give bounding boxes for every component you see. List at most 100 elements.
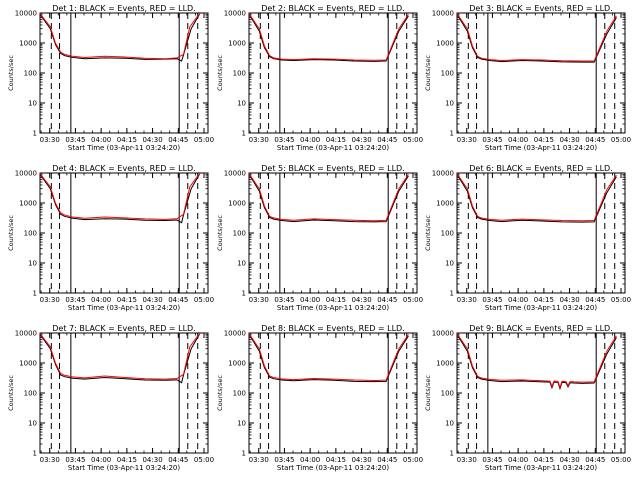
x-tick-label: 03:30	[457, 136, 477, 144]
events-series-line	[39, 174, 200, 224]
y-axis-label: Counts/sec	[424, 55, 432, 91]
y-tick-label: 100	[441, 390, 454, 398]
x-tick-label: 05:00	[194, 456, 214, 464]
y-tick-label: 10000	[15, 170, 37, 178]
x-tick-label: 04:30	[351, 136, 371, 144]
x-tick-label: 04:15	[326, 136, 346, 144]
x-tick-label: 04:00	[508, 136, 528, 144]
events-series-line	[248, 174, 409, 223]
x-tick-label: 04:00	[508, 296, 528, 304]
events-series-line	[456, 14, 617, 63]
x-tick-label: 04:00	[508, 456, 528, 464]
panel-title: Det 1: BLACK = Events, RED = LLD.	[52, 4, 196, 13]
lld-series-line	[39, 333, 200, 380]
x-tick-label: 05:00	[403, 296, 423, 304]
panel-det-7: 1 10 100 1000 10000 03:30 03:45 04:00 04:15 04:30…	[7, 324, 214, 472]
y-tick-label: 10	[445, 100, 454, 108]
y-tick-label: 1000	[436, 360, 454, 368]
y-tick-label: 100	[24, 230, 37, 238]
events-series-line	[39, 14, 200, 62]
plot-frame	[456, 172, 626, 294]
x-tick-label: 04:00	[300, 136, 320, 144]
x-tick-label: 03:45	[274, 456, 294, 464]
x-tick-label: 03:30	[457, 296, 477, 304]
y-tick-label: 10	[237, 100, 246, 108]
x-tick-label: 04:00	[300, 456, 320, 464]
y-axis-label: Counts/sec	[216, 55, 224, 91]
y-tick-label: 1	[242, 130, 246, 138]
x-tick-label: 04:30	[559, 136, 579, 144]
events-series-line	[39, 334, 200, 384]
x-tick-label: 04:30	[559, 296, 579, 304]
events-series-line	[248, 14, 409, 62]
y-axis-label: Counts/sec	[216, 375, 224, 411]
panel-det-2: 1 10 100 1000 10000 03:30 03:45 04:00 04:15 04:30…	[216, 4, 423, 152]
x-tick-label: 03:30	[457, 456, 477, 464]
y-tick-label: 1000	[436, 200, 454, 208]
y-tick-label: 1	[33, 290, 37, 298]
panel-title: Det 9: BLACK = Events, RED = LLD.	[469, 324, 613, 333]
x-tick-label: 04:30	[351, 296, 371, 304]
y-tick-label: 1000	[436, 40, 454, 48]
y-tick-label: 1000	[228, 40, 246, 48]
x-tick-label: 04:45	[168, 296, 188, 304]
y-tick-label: 10000	[224, 10, 246, 18]
y-tick-label: 100	[233, 390, 246, 398]
x-tick-label: 03:45	[65, 136, 85, 144]
x-tick-label: 04:00	[91, 456, 111, 464]
x-tick-label: 03:30	[40, 136, 60, 144]
panel-det-4: 1 10 100 1000 10000 03:30 03:45 04:00 04:15 04:30…	[7, 164, 214, 312]
y-tick-label: 100	[233, 230, 246, 238]
x-tick-label: 04:30	[142, 456, 162, 464]
y-axis-label: Counts/sec	[7, 215, 15, 251]
y-tick-label: 100	[441, 70, 454, 78]
x-tick-label: 04:45	[377, 456, 397, 464]
panel-title: Det 7: BLACK = Events, RED = LLD.	[52, 324, 196, 333]
panel-title: Det 6: BLACK = Events, RED = LLD.	[469, 164, 613, 173]
plot-frame	[39, 332, 209, 454]
y-tick-label: 10	[445, 260, 454, 268]
x-tick-label: 04:15	[534, 296, 554, 304]
y-tick-label: 1	[33, 130, 37, 138]
x-tick-label: 04:00	[300, 296, 320, 304]
panel-det-1: 1 10 100 1000 10000 03:30 03:45 04:00 04:15 04:30…	[7, 4, 214, 152]
lld-series-line	[456, 13, 617, 62]
y-tick-label: 10	[28, 420, 37, 428]
x-tick-label: 03:45	[274, 136, 294, 144]
y-tick-label: 100	[24, 70, 37, 78]
y-tick-label: 10000	[15, 330, 37, 338]
events-series-line	[456, 174, 617, 223]
panel-det-3: 1 10 100 1000 10000 03:30 03:45 04:00 04:15 04:30…	[424, 4, 631, 152]
y-axis-label: Counts/sec	[424, 215, 432, 251]
panel-det-6: 1 10 100 1000 10000 03:30 03:45 04:00 04:15 04:30…	[424, 164, 631, 312]
x-tick-label: 03:45	[65, 456, 85, 464]
y-tick-label: 1000	[228, 360, 246, 368]
y-tick-label: 10	[445, 420, 454, 428]
x-axis-label: Start Time (03-Apr-11 03:24:20)	[68, 304, 180, 312]
events-series-line	[248, 334, 409, 383]
x-tick-label: 04:45	[168, 456, 188, 464]
x-tick-label: 04:30	[142, 296, 162, 304]
lld-series-line	[456, 173, 617, 222]
y-tick-label: 1000	[19, 40, 37, 48]
x-tick-label: 03:30	[249, 296, 269, 304]
y-tick-label: 10	[237, 260, 246, 268]
panel-det-5: 1 10 100 1000 10000 03:30 03:45 04:00 04:15 04:30…	[216, 164, 423, 312]
x-axis-label: Start Time (03-Apr-11 03:24:20)	[485, 144, 597, 152]
panel-title: Det 3: BLACK = Events, RED = LLD.	[469, 4, 613, 13]
y-tick-label: 10000	[224, 170, 246, 178]
x-axis-label: Start Time (03-Apr-11 03:24:20)	[485, 464, 597, 472]
x-tick-label: 03:30	[249, 136, 269, 144]
x-axis-label: Start Time (03-Apr-11 03:24:20)	[68, 464, 180, 472]
x-tick-label: 03:45	[482, 136, 502, 144]
y-tick-label: 10	[28, 100, 37, 108]
y-tick-label: 100	[24, 390, 37, 398]
x-tick-label: 04:45	[585, 456, 605, 464]
x-tick-label: 03:30	[40, 456, 60, 464]
x-tick-label: 04:45	[168, 136, 188, 144]
plot-frame	[39, 172, 209, 294]
plot-frame	[248, 12, 418, 134]
lld-series-line	[39, 173, 200, 220]
lld-series-line	[456, 333, 617, 389]
panel-det-8: 1 10 100 1000 10000 03:30 03:45 04:00 04:15 04:30…	[216, 324, 423, 472]
